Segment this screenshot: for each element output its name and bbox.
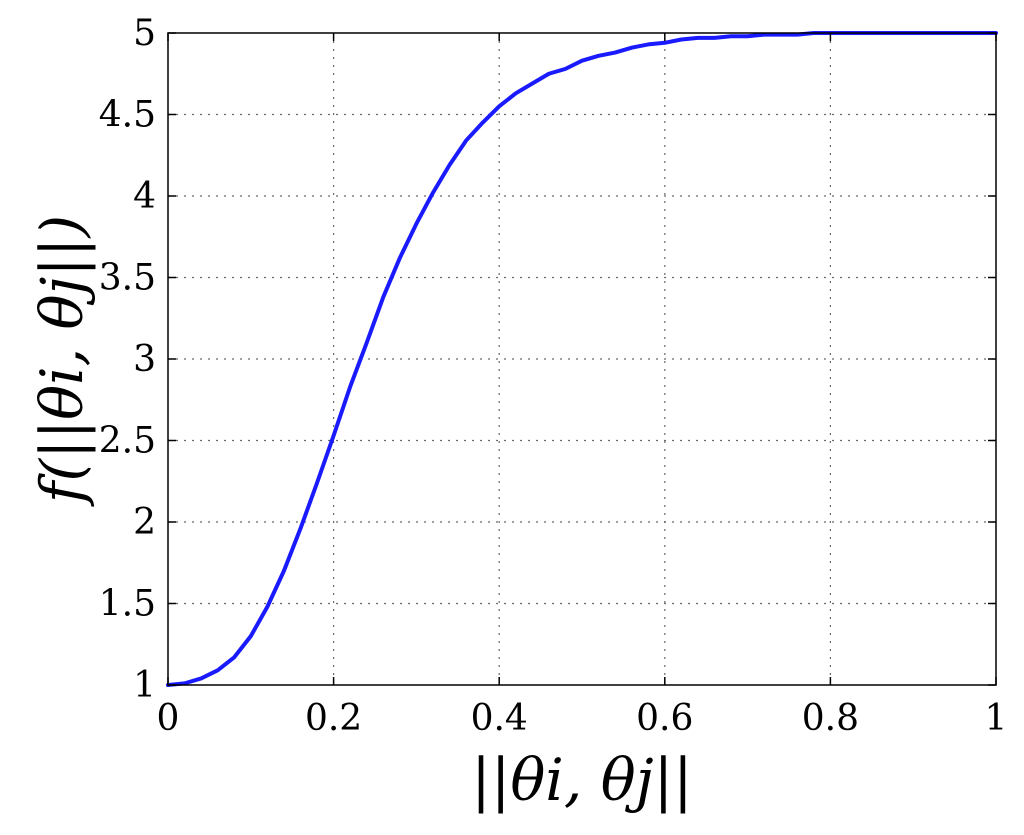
x-tick-label: 0.6 [636, 698, 693, 739]
x-tick-label: 0.4 [471, 698, 528, 739]
y-tick-label: 4 [133, 176, 156, 217]
series-line [166, 31, 998, 687]
y-tick-label: 5 [133, 13, 156, 54]
y-tick-label: 1 [133, 665, 156, 706]
y-tick-label: 1.5 [99, 584, 156, 625]
y-tick-label: 3.5 [99, 258, 156, 299]
x-tick-label: 0 [157, 698, 180, 739]
y-tick-label: 4.5 [99, 95, 156, 136]
x-tick-label: 1 [985, 698, 1008, 739]
x-tick-label: 0.8 [802, 698, 859, 739]
y-tick-label: 2 [133, 502, 156, 543]
axis-ticks: 0 0.2 0.4 0.6 0.8 1 1 1.5 2 2.5 3 3.5 4 4.5 5 [99, 13, 1008, 739]
series-layer [166, 31, 998, 687]
y-tick-label: 2.5 [99, 421, 156, 462]
y-tick-label: 3 [133, 339, 156, 380]
grid-lines [168, 33, 996, 685]
y-axis-title: f(||θi, θj||) [28, 215, 96, 507]
x-axis-title: ||θi, θj|| [471, 746, 692, 814]
x-tick-label: 0.2 [305, 698, 362, 739]
